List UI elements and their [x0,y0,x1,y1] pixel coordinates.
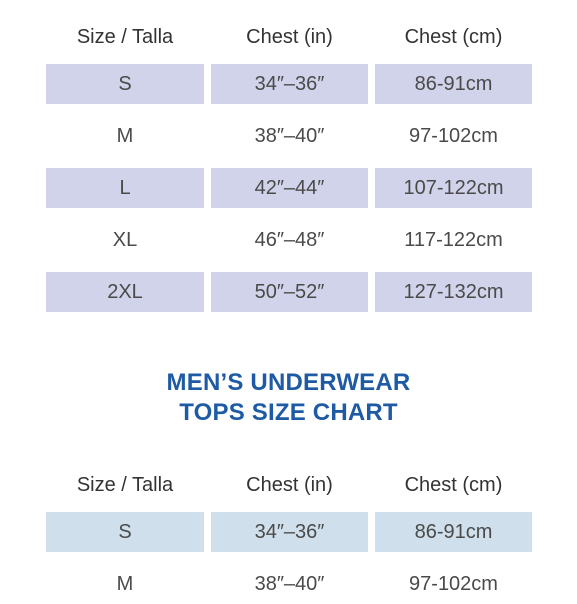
header-size: Size / Talla [76,473,174,496]
table-row: S 34″–36″ 86-91cm [0,64,577,104]
chest-cm-cell: 97-102cm [409,572,498,595]
section-title-line2: TOPS SIZE CHART [179,399,398,426]
header-chest-cm: Chest (cm) [404,473,503,496]
size-cell: L [46,168,204,208]
section-title-line1: MEN’S UNDERWEAR [166,369,411,396]
chest-cm-cell: 107-122cm [375,168,532,208]
chest-in-cell: 50″–52″ [211,272,368,312]
chest-cm-cell: 97-102cm [409,124,498,147]
header-chest-cm: Chest (cm) [404,25,503,48]
top-table-header: Size / Talla Chest (in) Chest (cm) [0,17,577,57]
chest-in-cell: 38″–40″ [254,572,325,595]
chest-in-cell: 46″–48″ [254,228,325,251]
chest-cm-cell: 117-122cm [404,228,503,251]
size-cell: S [46,64,204,104]
chest-in-cell: 34″–36″ [211,512,368,552]
chest-in-cell: 34″–36″ [211,64,368,104]
size-cell: 2XL [46,272,204,312]
chest-in-cell: 42″–44″ [211,168,368,208]
table-row: S 34″–36″ 86-91cm [0,512,577,552]
chest-cm-cell: 86-91cm [375,64,532,104]
header-size: Size / Talla [76,25,174,48]
header-chest-in: Chest (in) [246,25,333,48]
size-cell: M [116,124,134,147]
chest-cm-cell: 86-91cm [375,512,532,552]
table-row: 2XL 50″–52″ 127-132cm [0,272,577,312]
table-row: L 42″–44″ 107-122cm [0,168,577,208]
table-row: M 38″–40″ 97-102cm [0,116,577,156]
chest-in-cell: 38″–40″ [254,124,325,147]
table-row: XL 46″–48″ 117-122cm [0,220,577,260]
header-chest-in: Chest (in) [246,473,333,496]
bottom-table-header: Size / Talla Chest (in) Chest (cm) [0,465,577,505]
size-cell: M [116,572,134,595]
table-row: M 38″–40″ 97-102cm [0,564,577,604]
size-cell: S [46,512,204,552]
chest-cm-cell: 127-132cm [375,272,532,312]
size-cell: XL [112,228,138,251]
